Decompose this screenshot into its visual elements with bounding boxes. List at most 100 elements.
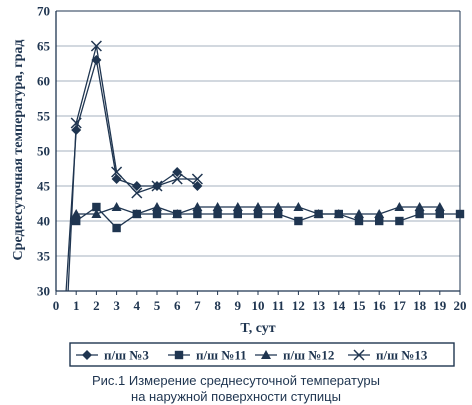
- data-point-s3-16: [394, 202, 405, 211]
- series-4: [67, 40, 203, 292]
- data-point-s4-6-stroke-b: [171, 173, 183, 185]
- legend-label-3: п/ш №12: [283, 348, 334, 363]
- data-point-s1-4: [131, 181, 142, 191]
- data-point-s2-4: [152, 209, 162, 219]
- legend-marker-1: [82, 350, 92, 360]
- data-point-s2-16: [395, 216, 404, 226]
- data-point-s3-9: [253, 202, 263, 211]
- figure-caption-line-1: Рис.1 Измерение среднесуточной температу…: [91, 373, 381, 388]
- series: [65, 40, 465, 292]
- data-point-s3-2: [111, 202, 122, 211]
- data-point-s3-17: [414, 202, 425, 211]
- data-point-s4-5-stroke-b: [151, 180, 163, 192]
- data-point-s2-9: [253, 209, 263, 219]
- legend-label-1: п/ш №3: [104, 348, 149, 363]
- data-point-s1-3: [111, 174, 122, 184]
- legend-marker-4: [353, 349, 365, 361]
- data-point-s4-7: [191, 173, 203, 185]
- data-point-s4-1: [70, 117, 82, 129]
- data-point-s3-11: [293, 202, 304, 211]
- data-point-s2-6: [193, 209, 202, 219]
- y-tick-label-55: 55: [37, 109, 51, 124]
- data-point-s2-19: [455, 209, 465, 219]
- data-point-s3-13: [333, 209, 344, 218]
- data-point-s2-7: [213, 209, 222, 219]
- data-point-s4-4-stroke-b: [131, 187, 143, 199]
- y-tick-label-60: 60: [37, 74, 50, 89]
- x-tick-label-19: 19: [433, 298, 447, 313]
- x-tick-label-4: 4: [134, 298, 141, 313]
- x-tick-label-1: 1: [73, 298, 80, 313]
- data-point-s3-4: [152, 202, 162, 211]
- y-tick-label-50: 50: [37, 144, 50, 159]
- legend-marker-3: [261, 350, 271, 359]
- data-point-s4-1-stroke-b: [70, 117, 82, 129]
- data-point-s3-15: [374, 209, 385, 218]
- y-tick-label-65: 65: [37, 39, 51, 54]
- figure-caption-line-2: на наружной поверхности ступицы: [131, 389, 341, 404]
- data-point-s3-6: [192, 202, 203, 211]
- data-point-s3-18: [434, 202, 445, 211]
- x-tick-label-9: 9: [235, 298, 242, 313]
- series-3: [71, 202, 445, 218]
- x-axis-title: T, сут: [240, 321, 275, 336]
- data-point-s2-11: [294, 216, 303, 226]
- data-point-s4-3-stroke-b: [111, 166, 123, 178]
- x-tick-label-12: 12: [292, 298, 305, 313]
- data-point-s4-2: [90, 40, 102, 52]
- x-tick-label-14: 14: [332, 298, 346, 313]
- y-tick-label-70: 70: [37, 4, 50, 19]
- data-point-s3-12: [313, 209, 324, 218]
- legend-label-4: п/ш №13: [376, 348, 428, 363]
- data-point-s3-14: [354, 209, 364, 218]
- x-tick-label-11: 11: [272, 298, 284, 313]
- x-tick-label-18: 18: [413, 298, 427, 313]
- data-point-s3-5: [172, 209, 183, 218]
- data-point-s2-14: [354, 216, 364, 226]
- legend-label-2: п/ш №11: [196, 348, 247, 363]
- data-point-s4-4: [131, 187, 143, 199]
- y-tick-label-35: 35: [37, 249, 51, 264]
- x-tick-label-7: 7: [194, 298, 201, 313]
- data-point-s3-0: [71, 209, 82, 218]
- data-point-s2-8: [233, 209, 242, 219]
- data-point-s2-0: [72, 216, 81, 226]
- x-tick-label-8: 8: [214, 298, 221, 313]
- data-point-s2-17: [415, 209, 424, 219]
- data-point-s4-7-stroke-b: [191, 173, 203, 185]
- data-point-s3-1: [91, 209, 102, 218]
- data-point-s2-10: [274, 209, 283, 219]
- x-tick-label-16: 16: [373, 298, 387, 313]
- series-line-4: [67, 45, 198, 292]
- data-point-s2-2: [112, 223, 121, 233]
- data-point-s3-7: [212, 202, 223, 211]
- data-point-s2-18: [435, 209, 444, 219]
- data-point-s3-3: [131, 209, 142, 218]
- y-tick-label-30: 30: [37, 284, 50, 299]
- data-point-s1-7: [192, 181, 203, 191]
- data-point-s3-10: [273, 202, 284, 211]
- data-point-s2-15: [375, 216, 384, 226]
- data-point-s2-1: [92, 202, 101, 212]
- data-point-s1-6: [172, 167, 183, 177]
- grid: [56, 10, 460, 257]
- x-tick-label-15: 15: [353, 298, 367, 313]
- axes: [55, 10, 461, 295]
- legend: п/ш №3 п/ш №11 п/ш №12 п/ш №13: [69, 342, 455, 367]
- x-tick-label-13: 13: [312, 298, 326, 313]
- x-tick-label-3: 3: [113, 298, 120, 313]
- x-tick-label-2: 2: [93, 298, 100, 313]
- x-tick-label-5: 5: [154, 298, 161, 313]
- data-point-s4-5: [151, 180, 163, 192]
- y-tick-label-40: 40: [37, 214, 50, 229]
- x-tick-label-10: 10: [252, 298, 265, 313]
- legend-marker-2: [174, 350, 184, 360]
- legend-marker-4-stroke-b: [353, 349, 365, 361]
- data-point-s3-8: [232, 202, 243, 211]
- data-point-s4-6: [171, 173, 183, 185]
- x-tick-label-0: 0: [53, 298, 60, 313]
- x-tick-label-6: 6: [174, 298, 181, 313]
- y-axis-title: Среднесуточная температура, град: [11, 40, 26, 261]
